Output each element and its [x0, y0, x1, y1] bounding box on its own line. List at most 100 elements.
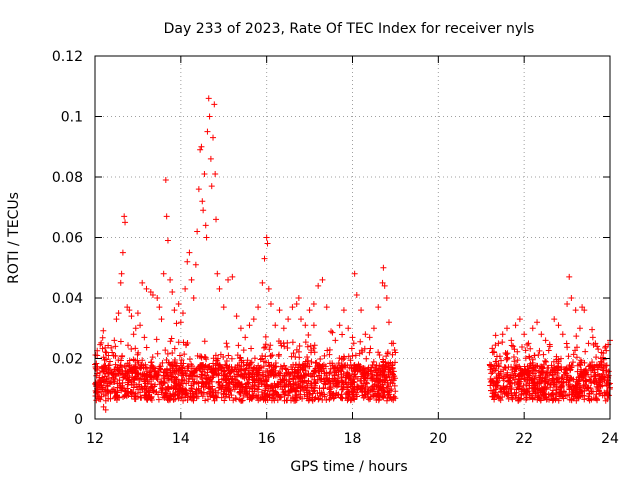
data-point-dense	[392, 375, 399, 382]
x-axis-label: GPS time / hours	[290, 459, 407, 475]
data-point-dense	[253, 365, 260, 372]
data-point-dense	[514, 348, 521, 355]
data-point-dense	[385, 360, 392, 367]
data-point-dense	[96, 395, 103, 402]
data-point	[521, 331, 528, 338]
data-point-dense	[563, 376, 570, 383]
data-point-dense	[169, 391, 176, 398]
data-point-dense	[355, 362, 362, 369]
data-point-dense	[363, 355, 370, 362]
data-point-dense	[223, 340, 230, 347]
data-point-dense	[364, 366, 371, 373]
data-point-dense	[555, 365, 562, 372]
data-point-dense	[137, 394, 144, 401]
data-point-dense	[534, 362, 541, 369]
data-point-dense	[262, 377, 269, 384]
data-point-dense	[344, 369, 351, 376]
data-point-dense	[547, 368, 554, 375]
data-point	[113, 316, 120, 323]
data-point-dense	[523, 381, 530, 388]
data-point-dense	[349, 352, 356, 359]
data-point-dense	[169, 365, 176, 372]
data-point-dense	[505, 395, 512, 402]
data-point-dense	[305, 331, 312, 338]
data-point	[211, 101, 218, 108]
data-point-dense	[489, 349, 496, 356]
data-point-dense	[526, 354, 533, 361]
data-point-dense	[105, 389, 112, 396]
data-point-dense	[308, 358, 315, 365]
data-point	[306, 307, 313, 314]
data-point-dense	[295, 391, 302, 398]
y-tick-label: 0.06	[52, 231, 83, 247]
data-point-dense	[595, 377, 602, 384]
data-point-dense	[313, 359, 320, 366]
data-point	[220, 304, 227, 311]
data-point-dense	[170, 384, 177, 391]
data-point-dense	[180, 397, 187, 404]
data-point-dense	[128, 345, 135, 352]
data-point-dense	[376, 396, 383, 403]
data-point	[119, 249, 126, 256]
data-point-dense	[305, 357, 312, 364]
data-point	[143, 285, 150, 292]
data-point-dense	[490, 348, 497, 355]
data-point-dense	[180, 360, 187, 367]
data-point	[351, 270, 358, 277]
data-point-dense	[293, 346, 300, 353]
data-point-dense	[516, 375, 523, 382]
data-point-dense	[238, 397, 245, 404]
data-point	[141, 334, 148, 341]
data-point-dense	[231, 381, 238, 388]
data-point-dense	[368, 387, 375, 394]
data-point	[203, 234, 210, 241]
data-point-dense	[243, 390, 250, 397]
data-point-dense	[181, 377, 188, 384]
data-point	[179, 310, 186, 317]
data-point-dense	[125, 379, 132, 386]
data-point-dense	[151, 368, 158, 375]
data-point-dense	[359, 384, 366, 391]
data-point-dense	[102, 362, 109, 369]
data-point-dense	[209, 386, 216, 393]
data-point	[504, 325, 510, 332]
data-point-dense	[372, 367, 379, 374]
data-point-dense	[589, 359, 596, 366]
data-point-dense	[549, 375, 556, 382]
data-point-dense	[226, 369, 233, 376]
data-point-dense	[383, 374, 390, 381]
data-point-dense	[585, 385, 592, 392]
data-point-dense	[162, 347, 169, 354]
data-point-dense	[380, 394, 387, 401]
data-point-dense	[550, 381, 557, 388]
data-point-dense	[145, 391, 152, 398]
data-point-dense	[523, 396, 530, 403]
data-point-dense	[288, 353, 295, 360]
data-point-dense	[342, 363, 349, 370]
data-point	[199, 198, 206, 205]
data-point-dense	[327, 383, 334, 390]
data-point-dense	[345, 353, 352, 360]
data-point-dense	[537, 369, 544, 376]
data-point-dense	[364, 384, 371, 391]
data-point-dense	[164, 350, 171, 357]
data-point-dense	[291, 394, 298, 401]
data-point-dense	[545, 347, 552, 354]
data-point-dense	[347, 357, 354, 364]
data-point-dense	[550, 387, 557, 394]
data-point-dense	[500, 382, 507, 389]
data-point-dense	[216, 361, 223, 368]
data-point-dense	[267, 370, 274, 377]
data-point-dense	[516, 371, 523, 378]
data-point-dense	[103, 376, 110, 383]
data-point-dense	[504, 383, 511, 390]
data-point	[585, 340, 592, 347]
data-point-dense	[98, 382, 105, 389]
data-point	[568, 295, 575, 301]
data-point-dense	[270, 395, 277, 402]
data-point-dense	[352, 352, 359, 359]
data-point-dense	[536, 385, 543, 392]
data-point-dense	[203, 380, 210, 387]
data-point-dense	[271, 371, 278, 378]
data-point-dense	[171, 356, 178, 363]
